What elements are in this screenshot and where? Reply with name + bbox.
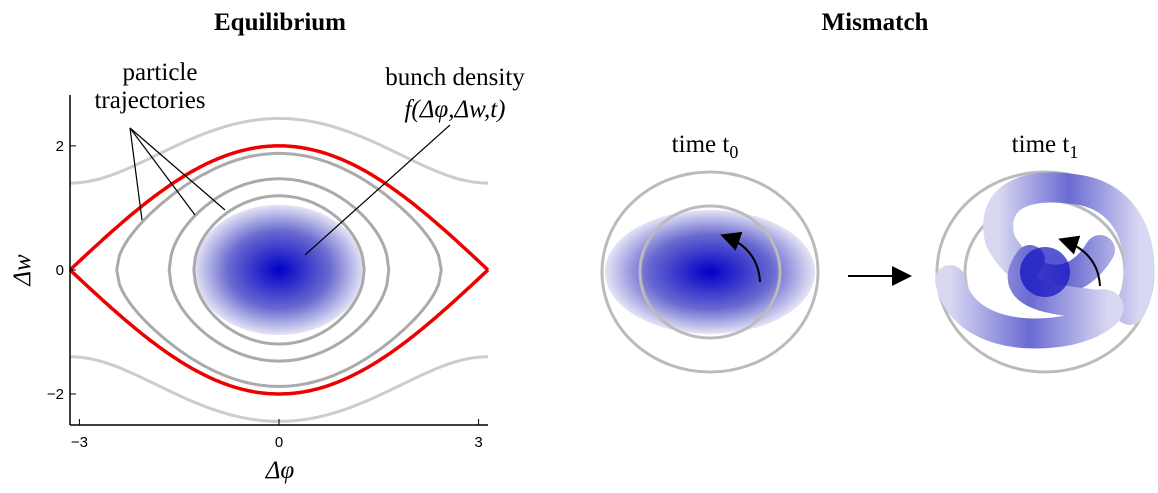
time-label: time t1 bbox=[1012, 131, 1079, 162]
x-tick-label: 0 bbox=[275, 434, 283, 451]
annotation: trajectories bbox=[94, 87, 205, 114]
figure: −3 0 3 −2 0 2 Equilibrium Δφ Δw particletrajector… bbox=[0, 0, 1158, 493]
annotation: f(Δφ,Δw,t) bbox=[404, 96, 505, 123]
y-tick-label: 2 bbox=[56, 138, 64, 155]
annotation: bunch density bbox=[385, 64, 525, 91]
panel-title: Equilibrium bbox=[214, 9, 346, 36]
time-label: time t0 bbox=[672, 131, 739, 162]
x-tick-label: 3 bbox=[474, 434, 482, 451]
trajectory bbox=[70, 357, 488, 422]
y-axis-label: Δw bbox=[9, 254, 36, 287]
y-tick-label: 0 bbox=[56, 262, 64, 279]
phase-space-plot: −3 0 3 −2 0 2 Equilibrium Δφ Δw particletrajector… bbox=[9, 9, 525, 484]
bunch-core bbox=[1020, 247, 1070, 297]
y-tick-label: −2 bbox=[47, 386, 64, 403]
x-tick-label: −3 bbox=[71, 434, 88, 451]
annotation: particle bbox=[123, 59, 198, 86]
panel-title: Mismatch bbox=[822, 9, 929, 36]
x-axis-label: Δφ bbox=[265, 457, 295, 484]
mismatch-panel: Mismatch time t0 time t1 bbox=[602, 9, 1153, 372]
bunch bbox=[605, 210, 815, 334]
